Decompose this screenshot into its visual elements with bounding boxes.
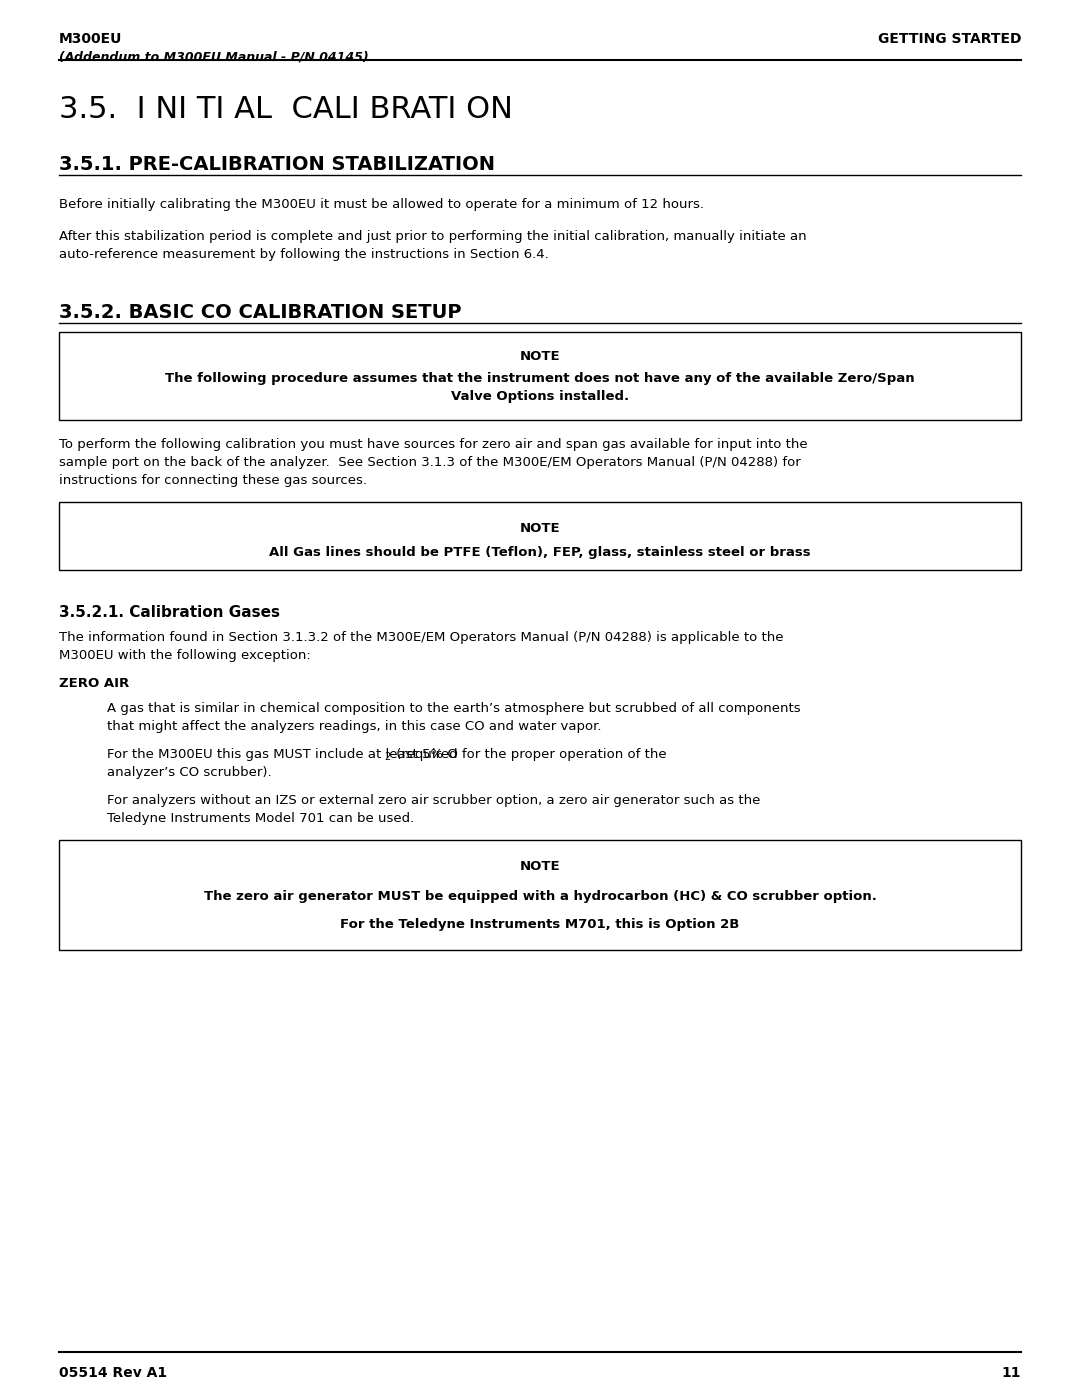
Text: 05514 Rev A1: 05514 Rev A1 [59, 1366, 167, 1380]
Text: (required for the proper operation of the: (required for the proper operation of th… [392, 747, 667, 761]
Text: GETTING STARTED: GETTING STARTED [877, 32, 1021, 46]
Text: 3.5.2. BASIC CO CALIBRATION SETUP: 3.5.2. BASIC CO CALIBRATION SETUP [59, 303, 461, 321]
Text: NOTE: NOTE [519, 351, 561, 363]
Text: 3.5.2.1. Calibration Gases: 3.5.2.1. Calibration Gases [59, 605, 280, 620]
Bar [59, 502, 1021, 570]
Text: For the Teledyne Instruments M701, this is Option 2B: For the Teledyne Instruments M701, this … [340, 918, 740, 930]
Text: The following procedure assumes that the instrument does not have any of the ava: The following procedure assumes that the… [165, 372, 915, 386]
Text: 3.5.  I NI TI AL  CALI BRATI ON: 3.5. I NI TI AL CALI BRATI ON [59, 95, 513, 124]
Text: A gas that is similar in chemical composition to the earth’s atmosphere but scru: A gas that is similar in chemical compos… [107, 703, 800, 715]
Text: Valve Options installed.: Valve Options installed. [451, 390, 629, 402]
Text: (Addendum to M300EU Manual - P/N 04145): (Addendum to M300EU Manual - P/N 04145) [59, 50, 368, 63]
Text: instructions for connecting these gas sources.: instructions for connecting these gas so… [59, 474, 367, 488]
Text: sample port on the back of the analyzer.  See Section 3.1.3 of the M300E/EM Oper: sample port on the back of the analyzer.… [59, 455, 800, 469]
Text: auto-reference measurement by following the instructions in Section 6.4.: auto-reference measurement by following … [59, 249, 549, 261]
Bar [59, 332, 1021, 420]
Text: All Gas lines should be PTFE (Teflon), FEP, glass, stainless steel or brass: All Gas lines should be PTFE (Teflon), F… [269, 546, 811, 559]
Text: ZERO AIR: ZERO AIR [59, 678, 130, 690]
Text: M300EU with the following exception:: M300EU with the following exception: [59, 650, 311, 662]
Bar [59, 840, 1021, 950]
Text: NOTE: NOTE [519, 522, 561, 535]
Text: Before initially calibrating the M300EU it must be allowed to operate for a mini: Before initially calibrating the M300EU … [59, 198, 704, 211]
Text: 2: 2 [384, 752, 391, 761]
Text: M300EU: M300EU [59, 32, 122, 46]
Text: Teledyne Instruments Model 701 can be used.: Teledyne Instruments Model 701 can be us… [107, 812, 415, 826]
Text: To perform the following calibration you must have sources for zero air and span: To perform the following calibration you… [59, 439, 808, 451]
Text: analyzer’s CO scrubber).: analyzer’s CO scrubber). [107, 766, 272, 780]
Text: For analyzers without an IZS or external zero air scrubber option, a zero air ge: For analyzers without an IZS or external… [107, 793, 760, 807]
Text: 3.5.1. PRE-CALIBRATION STABILIZATION: 3.5.1. PRE-CALIBRATION STABILIZATION [59, 155, 495, 175]
Text: The information found in Section 3.1.3.2 of the M300E/EM Operators Manual (P/N 0: The information found in Section 3.1.3.2… [59, 631, 783, 644]
Text: The zero air generator MUST be equipped with a hydrocarbon (HC) & CO scrubber op: The zero air generator MUST be equipped … [203, 890, 877, 902]
Text: that might affect the analyzers readings, in this case CO and water vapor.: that might affect the analyzers readings… [107, 719, 602, 733]
Text: After this stabilization period is complete and just prior to performing the ini: After this stabilization period is compl… [59, 231, 807, 243]
Text: 11: 11 [1001, 1366, 1021, 1380]
Text: NOTE: NOTE [519, 861, 561, 873]
Text: For the M300EU this gas MUST include at least 5% O: For the M300EU this gas MUST include at … [107, 747, 458, 761]
